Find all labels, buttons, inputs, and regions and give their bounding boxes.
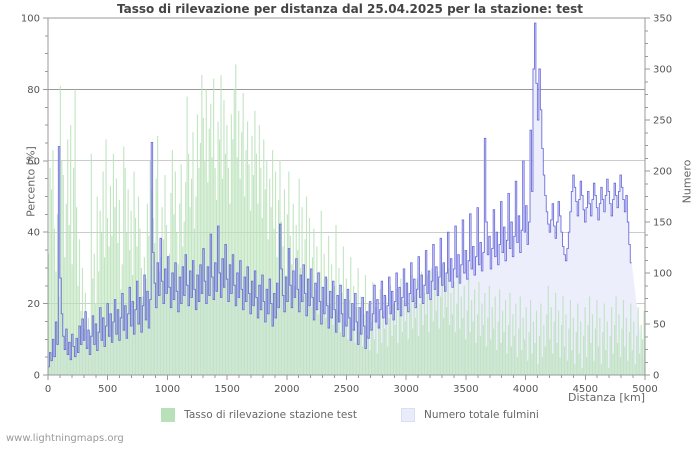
svg-text:100: 100 [653, 269, 672, 280]
legend-label-detection-rate: Tasso di rilevazione stazione test [184, 409, 357, 421]
legend-item-total-lightning[interactable]: Numero totale fulmini [400, 408, 539, 422]
footer-watermark: www.lightningmaps.org [6, 433, 124, 444]
chart-legend: Tasso di rilevazione stazione test Numer… [0, 408, 700, 422]
svg-text:100: 100 [21, 14, 40, 25]
y-axis-right-title: Numero [680, 159, 694, 204]
svg-text:4500: 4500 [573, 384, 598, 395]
svg-text:20: 20 [27, 299, 40, 310]
svg-text:0: 0 [653, 371, 659, 382]
svg-text:250: 250 [653, 116, 672, 127]
svg-text:50: 50 [653, 320, 666, 331]
svg-text:300: 300 [653, 65, 672, 76]
y-axis-left-title: Percento [%] [24, 146, 38, 217]
svg-text:350: 350 [653, 14, 672, 25]
legend-swatch-detection-rate [161, 408, 176, 422]
svg-text:40: 40 [27, 228, 40, 239]
svg-text:60: 60 [27, 156, 40, 167]
page-title: Tasso di rilevazione per distanza dal 25… [116, 2, 584, 16]
svg-text:80: 80 [27, 85, 40, 96]
svg-text:2000: 2000 [274, 384, 299, 395]
svg-text:1000: 1000 [155, 384, 180, 395]
svg-text:500: 500 [98, 384, 117, 395]
svg-text:150: 150 [653, 218, 672, 229]
legend-label-total-lightning: Numero totale fulmini [423, 409, 539, 421]
svg-text:0: 0 [45, 384, 51, 395]
legend-swatch-total-lightning [400, 408, 415, 422]
svg-text:5000: 5000 [632, 384, 657, 395]
svg-text:0: 0 [34, 371, 40, 382]
svg-text:3000: 3000 [393, 384, 418, 395]
svg-text:1500: 1500 [214, 384, 239, 395]
svg-text:4000: 4000 [513, 384, 538, 395]
svg-text:3500: 3500 [453, 384, 478, 395]
svg-text:2500: 2500 [334, 384, 359, 395]
svg-text:200: 200 [653, 167, 672, 178]
x-axis-title: Distanza [km] [568, 391, 645, 404]
legend-item-detection-rate[interactable]: Tasso di rilevazione stazione test [161, 408, 357, 422]
